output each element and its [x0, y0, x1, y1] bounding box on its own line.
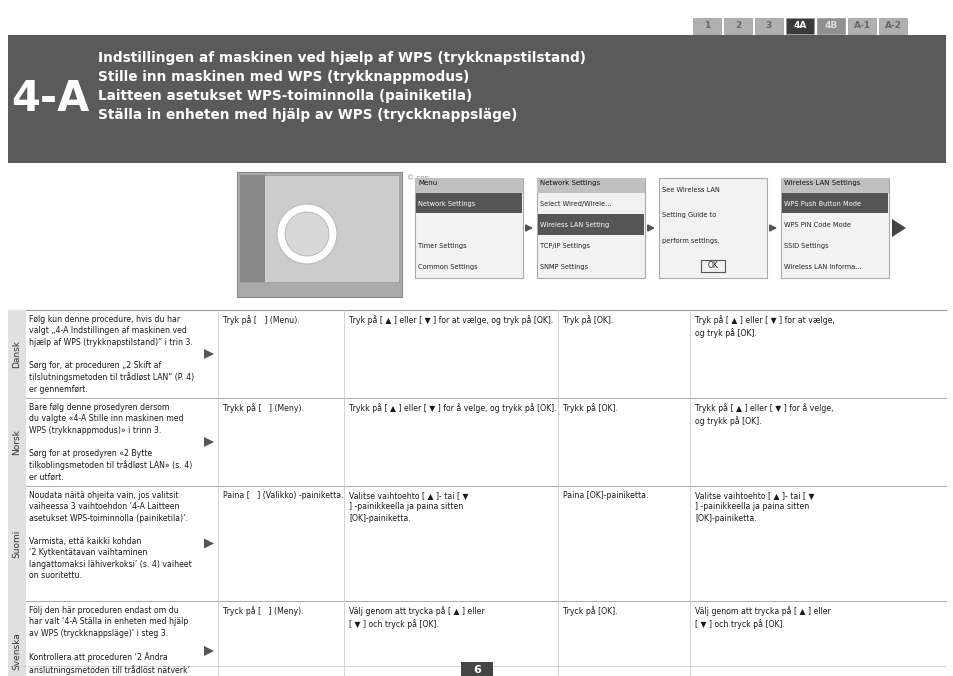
Text: Paina [   ] (Valikko) -painiketta.: Paina [ ] (Valikko) -painiketta. [223, 491, 343, 500]
Text: 4A: 4A [793, 22, 806, 30]
Bar [754, 18, 782, 34]
Text: Ställa in enheten med hjälp av WPS (tryckknappsläge): Ställa in enheten med hjälp av WPS (tryc… [98, 108, 517, 122]
Bar [8, 398, 26, 486]
Bar [723, 18, 751, 34]
Text: Tryk på [   ] (Menu).: Tryk på [ ] (Menu). [223, 315, 299, 325]
Text: Network Settings: Network Settings [539, 180, 599, 186]
Text: See Wireless LAN: See Wireless LAN [661, 187, 719, 193]
Bar [416, 193, 521, 213]
Text: Tryk på [ ▲ ] eller [ ▼ ] for at vælge,
og tryk på [OK].: Tryk på [ ▲ ] eller [ ▼ ] for at vælge, … [695, 315, 834, 337]
Bar [537, 214, 643, 235]
Text: Følg kun denne procedure, hvis du har
valgt „4-A Indstillingen af maskinen ved
h: Følg kun denne procedure, hvis du har va… [29, 315, 193, 394]
Text: Select Wired/Wirele...: Select Wired/Wirele... [539, 201, 611, 207]
Bar [878, 18, 906, 34]
Text: Wireless LAN Setting: Wireless LAN Setting [539, 222, 609, 228]
Bar [700, 260, 724, 272]
Text: Menu: Menu [417, 180, 436, 186]
Bar [785, 18, 813, 34]
Bar [692, 18, 720, 34]
Text: © cop: © cop [407, 174, 429, 180]
Text: Setting Guide to: Setting Guide to [661, 212, 716, 218]
Text: Wireless LAN Informa...: Wireless LAN Informa... [783, 264, 861, 270]
Text: Indstillingen af maskinen ved hjælp af WPS (trykknapstilstand): Indstillingen af maskinen ved hjælp af W… [98, 51, 585, 65]
Text: 4B: 4B [823, 22, 837, 30]
Text: Paina [OK]-painiketta.: Paina [OK]-painiketta. [562, 491, 648, 500]
Circle shape [276, 204, 336, 264]
Text: SSID Settings: SSID Settings [783, 243, 828, 249]
Bar [781, 178, 888, 193]
Text: TCP/IP Settings: TCP/IP Settings [539, 243, 589, 249]
Text: Svenska: Svenska [12, 632, 22, 670]
Text: WPS PIN Code Mode: WPS PIN Code Mode [783, 222, 850, 228]
Text: Suomi: Suomi [12, 529, 22, 558]
Text: Trykk på [ ▲ ] eller [ ▼ ] for å velge,
og trykk på [OK].: Trykk på [ ▲ ] eller [ ▼ ] for å velge, … [695, 403, 833, 425]
Bar [240, 175, 398, 282]
Bar [8, 35, 945, 163]
Text: 2: 2 [734, 22, 740, 30]
Bar [659, 178, 766, 278]
Text: Norsk: Norsk [12, 429, 22, 455]
Bar [847, 18, 875, 34]
Text: Laitteen asetukset WPS-toiminnolla (painiketila): Laitteen asetukset WPS-toiminnolla (pain… [98, 89, 472, 103]
Text: 3: 3 [765, 22, 771, 30]
Text: 4-A: 4-A [10, 78, 89, 120]
Polygon shape [204, 646, 213, 656]
Bar [415, 178, 522, 193]
Text: SNMP Settings: SNMP Settings [539, 264, 587, 270]
Text: Välj genom att trycka på [ ▲ ] eller
[ ▼ ] och tryck på [OK].: Välj genom att trycka på [ ▲ ] eller [ ▼… [695, 606, 830, 629]
Text: Tryck på [OK].: Tryck på [OK]. [562, 606, 617, 616]
Bar [537, 178, 644, 193]
Text: A-2: A-2 [883, 22, 901, 30]
Bar [816, 18, 844, 34]
Text: Wireless LAN Settings: Wireless LAN Settings [783, 180, 860, 186]
Circle shape [285, 212, 329, 256]
Text: Tryck på [   ] (Meny).: Tryck på [ ] (Meny). [223, 606, 303, 616]
Bar [240, 175, 265, 282]
Bar [8, 601, 26, 676]
Text: Network Settings: Network Settings [417, 201, 475, 207]
Polygon shape [204, 349, 213, 359]
Text: Trykk på [OK].: Trykk på [OK]. [562, 403, 618, 413]
Text: OK: OK [707, 261, 718, 270]
Text: Valitse vaihtoehto [ ▲ ]- tai [ ▼
] -painikkeella ja paina sitten
[OK]-painikett: Valitse vaihtoehto [ ▲ ]- tai [ ▼ ] -pai… [349, 491, 468, 523]
Bar [537, 178, 644, 278]
Polygon shape [891, 219, 905, 237]
Polygon shape [204, 539, 213, 548]
Text: 1: 1 [703, 22, 709, 30]
Text: Tryk på [OK].: Tryk på [OK]. [562, 315, 613, 325]
Text: Noudata näitä ohjeita vain, jos valitsit
vaiheessa 3 vaihtoehdon ‘4-A Laitteen
a: Noudata näitä ohjeita vain, jos valitsit… [29, 491, 192, 580]
Bar [415, 178, 522, 278]
Text: 6: 6 [473, 665, 480, 675]
Text: Timer Settings: Timer Settings [417, 243, 466, 249]
Bar [460, 662, 493, 676]
Text: Bare følg denne prosedyren dersom
du valgte «4-A Stille inn maskinen med
WPS (tr: Bare følg denne prosedyren dersom du val… [29, 403, 193, 482]
Polygon shape [204, 437, 213, 447]
Text: Dansk: Dansk [12, 340, 22, 368]
Text: WPS Push Button Mode: WPS Push Button Mode [783, 201, 861, 207]
Text: Valitse vaihtoehto [ ▲ ]- tai [ ▼
] -painikkeella ja paina sitten
[OK]-painikett: Valitse vaihtoehto [ ▲ ]- tai [ ▼ ] -pai… [695, 491, 814, 523]
Bar [236, 172, 401, 297]
Bar [781, 178, 888, 278]
Text: Välj genom att trycka på [ ▲ ] eller
[ ▼ ] och tryck på [OK].: Välj genom att trycka på [ ▲ ] eller [ ▼… [349, 606, 484, 629]
Text: Trykk på [ ▲ ] eller [ ▼ ] for å velge, og trykk på [OK].: Trykk på [ ▲ ] eller [ ▼ ] for å velge, … [349, 403, 556, 413]
Text: Common Settings: Common Settings [417, 264, 477, 270]
Text: Trykk på [   ] (Meny).: Trykk på [ ] (Meny). [223, 403, 304, 413]
Bar [8, 486, 26, 601]
Text: perform settings.: perform settings. [661, 237, 719, 243]
Text: Stille inn maskinen med WPS (trykknappmodus): Stille inn maskinen med WPS (trykknappmo… [98, 70, 469, 84]
Bar [8, 310, 26, 398]
Text: Tryk på [ ▲ ] eller [ ▼ ] for at vælge, og tryk på [OK].: Tryk på [ ▲ ] eller [ ▼ ] for at vælge, … [349, 315, 553, 325]
Bar [781, 193, 887, 213]
Text: Följ den här proceduren endast om du
har valt ‘4-A Ställa in enheten med hjälp
a: Följ den här proceduren endast om du har… [29, 606, 190, 676]
Text: A-1: A-1 [853, 22, 869, 30]
